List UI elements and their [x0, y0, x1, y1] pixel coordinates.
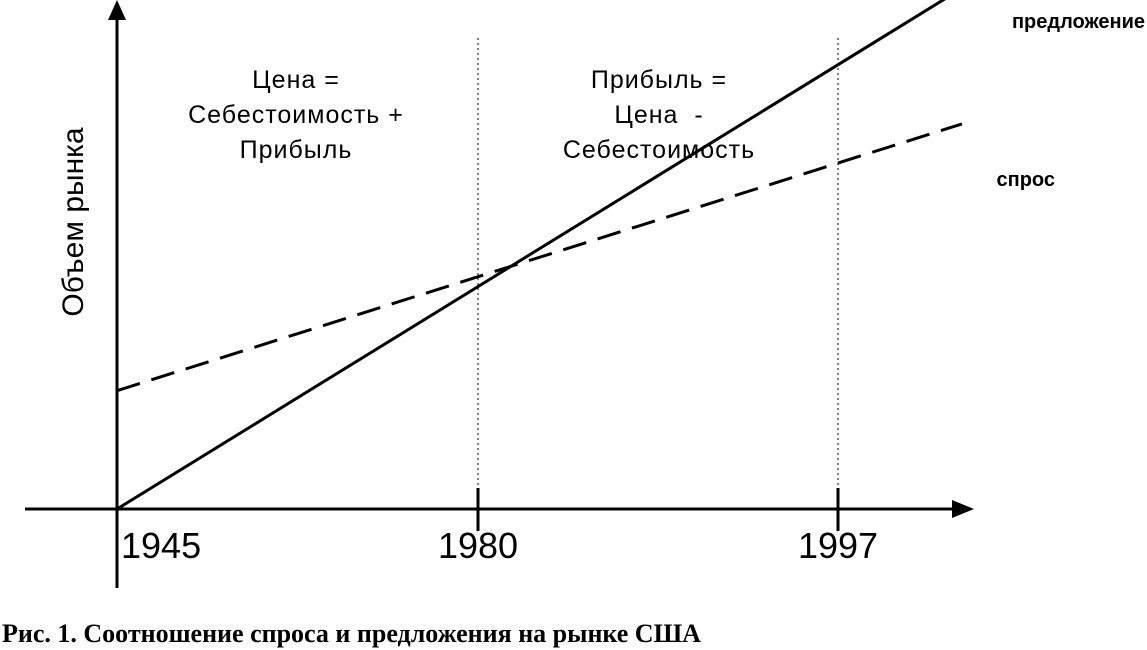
y-axis-arrow [108, 0, 126, 20]
x-tick-label-1945: 1945 [121, 525, 201, 566]
region-label-left-line-3: Прибыль [240, 136, 353, 164]
supply-line [116, 0, 946, 511]
series-layer [116, 0, 963, 511]
series-label-demand: спрос [997, 169, 1056, 191]
x-tick-label-1980: 1980 [438, 525, 518, 566]
x-axis-arrow [952, 500, 974, 518]
region-label-right-line-1: Прибыль = [591, 66, 727, 94]
y-axis-label: Объем рынка [57, 127, 90, 317]
series-label-supply: предложение [1012, 11, 1145, 33]
x-tick-label-1997: 1997 [798, 525, 878, 566]
figure-caption: Рис. 1. Соотношение спроса и предложения… [2, 619, 701, 648]
demand-line [116, 122, 963, 393]
region-label-left-line-1: Цена = [252, 66, 340, 94]
region-label-right-line-2: Цена - [614, 101, 703, 129]
region-label-left-line-2: Себестоимость + [188, 101, 404, 129]
region-label-right-line-3: Себестоимость [563, 136, 755, 164]
